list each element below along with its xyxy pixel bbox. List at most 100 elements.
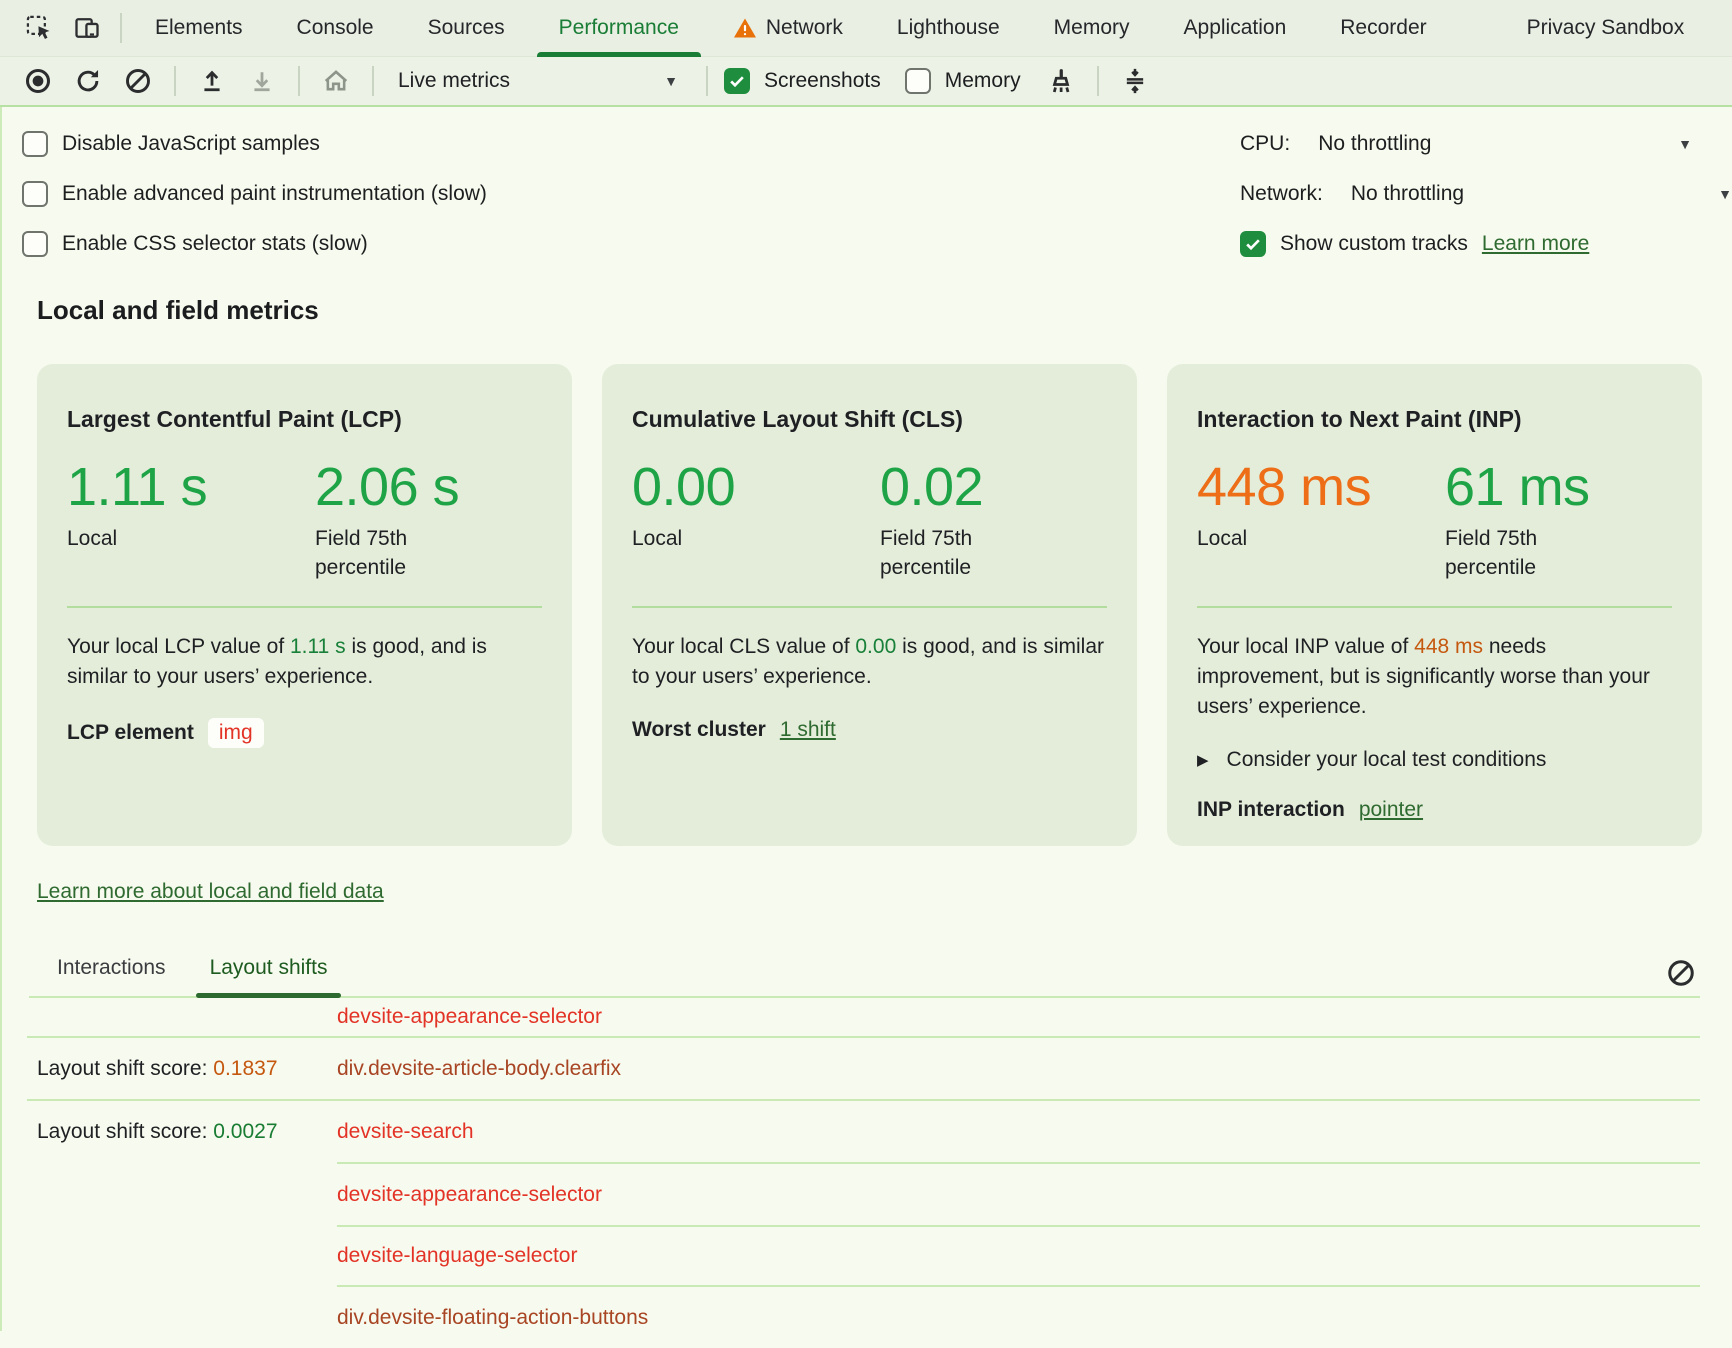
cls-card: Cumulative Layout Shift (CLS) 0.00 Local…: [602, 364, 1137, 846]
collapse-sections-button[interactable]: [1115, 62, 1155, 100]
cpu-throttling-select[interactable]: CPU: No throttling ▼: [1240, 119, 1732, 169]
tab-lighthouse[interactable]: Lighthouse: [870, 0, 1027, 56]
checkbox-checked-icon: [1240, 231, 1266, 257]
caret-down-icon: ▼: [1678, 136, 1692, 152]
tab-privacy-sandbox[interactable]: Privacy Sandbox: [1500, 0, 1712, 56]
tabbar-left-icons: [12, 11, 114, 45]
clear-button[interactable]: [118, 62, 158, 100]
warning-icon: [733, 17, 757, 39]
local-label: Local: [67, 524, 227, 553]
download-profile-button[interactable]: [242, 62, 282, 100]
disable-js-samples-checkbox[interactable]: Disable JavaScript samples: [22, 131, 320, 157]
checkbox-label: Disable JavaScript samples: [62, 132, 320, 156]
tab-label: Memory: [1054, 16, 1130, 40]
clear-icon: [1666, 958, 1696, 988]
screenshots-checkbox[interactable]: Screenshots: [724, 68, 881, 94]
advanced-paint-checkbox[interactable]: Enable advanced paint instrumentation (s…: [22, 181, 487, 207]
toolbar-separator: [372, 66, 374, 96]
record-button[interactable]: [18, 62, 58, 100]
layout-shift-row[interactable]: div.devsite-floating-action-buttons: [37, 1287, 1700, 1348]
layout-shift-row[interactable]: devsite-language-selector: [37, 1227, 1700, 1285]
toolbar-separator: [706, 66, 708, 96]
tab-console[interactable]: Console: [270, 0, 401, 56]
tab-interactions[interactable]: Interactions: [57, 956, 166, 996]
shift-node-link[interactable]: devsite-language-selector: [337, 1244, 577, 1268]
inspect-element-icon[interactable]: [22, 11, 56, 45]
card-values: 1.11 s Local 2.06 s Field 75th percentil…: [67, 459, 542, 582]
shift-node-link[interactable]: div.devsite-article-body.clearfix: [337, 1057, 621, 1081]
card-divider: [67, 606, 542, 608]
tab-network[interactable]: Network: [706, 0, 870, 56]
home-button[interactable]: [316, 62, 356, 100]
gc-collect-button[interactable]: [1041, 62, 1081, 100]
show-custom-tracks-checkbox[interactable]: Show custom tracks: [1240, 231, 1468, 257]
disclosure-triangle-icon: ▶: [1197, 751, 1209, 769]
worst-cluster-link[interactable]: 1 shift: [780, 718, 836, 742]
lcp-card: Largest Contentful Paint (LCP) 1.11 s Lo…: [37, 364, 572, 846]
shift-node-link[interactable]: devsite-appearance-selector: [337, 1183, 602, 1207]
footer-label: LCP element: [67, 721, 194, 745]
inspect-element-icon-glyph: [25, 14, 53, 42]
desc-prefix: Your local INP value of: [1197, 635, 1414, 658]
network-value: No throttling: [1351, 182, 1464, 206]
learn-more-field-data-link[interactable]: Learn more about local and field data: [37, 880, 384, 904]
card-footer: Worst cluster 1 shift: [632, 718, 1107, 742]
clear-icon: [124, 67, 152, 95]
tab-recorder[interactable]: Recorder: [1313, 0, 1453, 56]
lcp-element-chip[interactable]: img: [208, 718, 264, 748]
layout-shift-row[interactable]: Layout shift score: 0.1837 div.devsite-a…: [37, 1038, 1700, 1099]
score-value: 0.1837: [213, 1057, 277, 1080]
field-value: 0.02: [880, 459, 1128, 516]
tab-label: Elements: [155, 16, 243, 40]
tab-layout-shifts[interactable]: Layout shifts: [210, 956, 328, 996]
caret-down-icon: ▼: [664, 73, 678, 89]
local-column: 0.00 Local: [632, 459, 880, 582]
custom-tracks-row: Show custom tracks Learn more: [1240, 219, 1732, 269]
device-toolbar-icon[interactable]: [70, 11, 104, 45]
checkbox-unchecked: [22, 231, 48, 257]
tab-sources[interactable]: Sources: [401, 0, 532, 56]
download-icon: [248, 67, 276, 95]
checkbox-checked-icon: [724, 68, 750, 94]
tab-application[interactable]: Application: [1157, 0, 1314, 56]
reload-record-button[interactable]: [68, 62, 108, 100]
local-test-conditions-disclosure[interactable]: ▶ Consider your local test conditions: [1197, 748, 1672, 772]
live-metrics-view: Local and field metrics Largest Contentf…: [2, 269, 1732, 1348]
card-footer: LCP element img: [67, 718, 542, 748]
shift-node-link[interactable]: div.devsite-floating-action-buttons: [337, 1306, 648, 1330]
layout-shift-row[interactable]: devsite-appearance-selector: [37, 1164, 1700, 1225]
inp-interaction-link[interactable]: pointer: [1359, 798, 1423, 822]
score-label: Layout shift score:: [37, 1120, 207, 1143]
broom-icon: [1046, 66, 1076, 96]
memory-checkbox[interactable]: Memory: [905, 68, 1021, 94]
history-dropdown[interactable]: Live metrics ▼: [390, 69, 690, 93]
field-column: 61 ms Field 75th percentile: [1445, 459, 1693, 582]
layout-shift-row[interactable]: Layout shift score: 0.0027 devsite-searc…: [37, 1101, 1700, 1162]
devtools-tabbar: Elements Console Sources Performance Net…: [0, 0, 1732, 57]
shift-node-link[interactable]: devsite-search: [337, 1120, 474, 1144]
checkbox-unchecked: [905, 68, 931, 94]
layout-shift-row[interactable]: devsite-appearance-selector: [37, 998, 1700, 1036]
shift-node-link[interactable]: devsite-appearance-selector: [337, 1005, 602, 1029]
learn-more-link[interactable]: Learn more: [1482, 232, 1589, 256]
tab-memory[interactable]: Memory: [1027, 0, 1157, 56]
clear-log-button[interactable]: [1664, 956, 1698, 990]
score-cell: Layout shift score: 0.0027: [37, 1120, 337, 1144]
network-throttling-select[interactable]: Network: No throttling ▼: [1240, 169, 1732, 219]
toolbar-separator: [1097, 66, 1099, 96]
local-column: 1.11 s Local: [67, 459, 315, 582]
tab-elements[interactable]: Elements: [128, 0, 270, 56]
card-values: 448 ms Local 61 ms Field 75th percentile: [1197, 459, 1672, 582]
card-footer: INP interaction pointer: [1197, 798, 1672, 822]
css-selector-stats-checkbox[interactable]: Enable CSS selector stats (slow): [22, 231, 368, 257]
record-icon: [24, 67, 52, 95]
cpu-value: No throttling: [1318, 132, 1431, 156]
local-label: Local: [1197, 524, 1357, 553]
card-description: Your local LCP value of 1.11 s is good, …: [67, 632, 542, 692]
metric-cards: Largest Contentful Paint (LCP) 1.11 s Lo…: [37, 364, 1700, 846]
upload-profile-button[interactable]: [192, 62, 232, 100]
tab-label: Console: [297, 16, 374, 40]
checkmark-icon: [727, 71, 747, 91]
checkbox-label: Enable advanced paint instrumentation (s…: [62, 182, 487, 206]
tab-performance[interactable]: Performance: [532, 0, 706, 56]
